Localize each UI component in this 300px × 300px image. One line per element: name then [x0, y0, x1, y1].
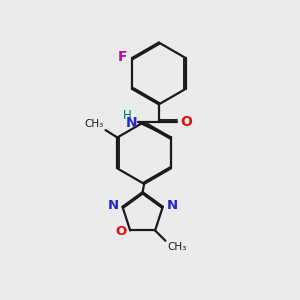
Text: N: N: [125, 116, 137, 130]
Text: N: N: [166, 199, 178, 212]
Text: CH₃: CH₃: [84, 119, 103, 129]
Text: CH₃: CH₃: [168, 242, 187, 252]
Text: O: O: [116, 225, 127, 239]
Text: F: F: [117, 50, 127, 64]
Text: O: O: [180, 115, 192, 129]
Text: N: N: [108, 199, 119, 212]
Text: H: H: [123, 109, 131, 122]
